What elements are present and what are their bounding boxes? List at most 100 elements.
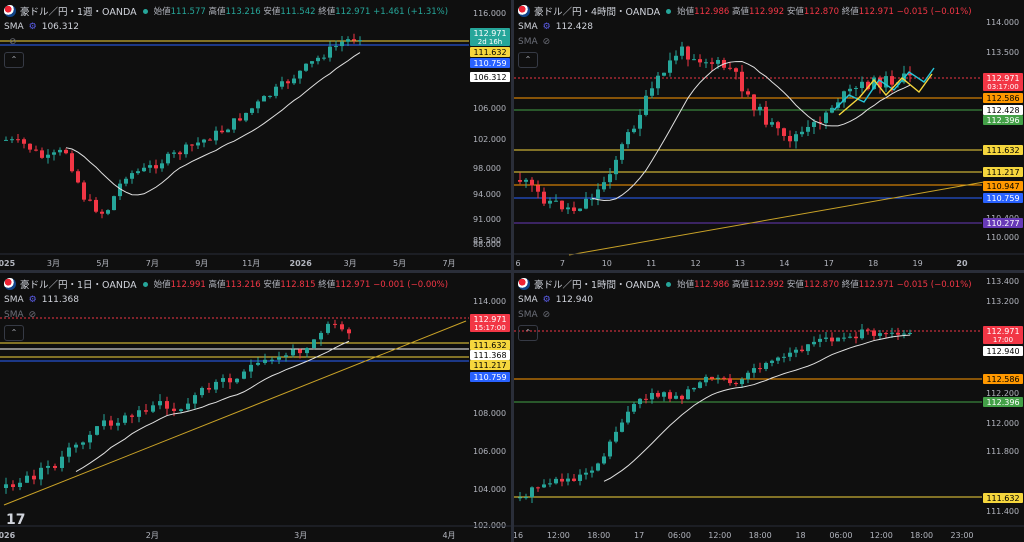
chart-canvas-1h[interactable]: 113.400 113.200 112.200 112.000 111.800 111.4…: [514, 273, 1024, 542]
candle: [728, 378, 732, 384]
candle: [280, 81, 284, 87]
ohlc-readout: 始値111.577 高値113.216 安値111.542 終値112.971 …: [153, 7, 449, 17]
symbol-title[interactable]: 豪ドル／円・1日・OANDA: [20, 280, 137, 291]
candle: [728, 67, 732, 69]
settings-icon[interactable]: ⚙: [542, 22, 551, 32]
candle: [578, 208, 582, 211]
sma-legend[interactable]: SMA ⚙ 111.368: [4, 295, 79, 305]
chart-pane-1h[interactable]: 113.400 113.200 112.200 112.000 111.800 111.4…: [514, 273, 1024, 542]
countdown-label: 17:00: [993, 336, 1013, 344]
price-tag-label: 106.312: [473, 73, 506, 82]
candle: [200, 387, 204, 396]
price-tick-label: 88.000: [473, 240, 501, 249]
visibility-off-icon[interactable]: ⊘: [28, 310, 37, 320]
candle: [710, 62, 714, 64]
candle: [542, 484, 546, 488]
visibility-off-icon[interactable]: ⊘: [9, 37, 17, 47]
candle: [770, 122, 774, 125]
tradingview-logo[interactable]: 17: [6, 512, 26, 528]
sma-legend[interactable]: SMA ⚙ 106.312: [4, 22, 79, 32]
candle: [64, 149, 68, 154]
trend-line: [3, 320, 467, 506]
candle: [154, 165, 158, 169]
price-tag-label: 110.759: [473, 59, 506, 68]
candle: [16, 139, 20, 141]
time-tick-label: 12: [691, 259, 701, 268]
candle: [244, 112, 248, 121]
candle: [136, 171, 140, 174]
sma-line: [65, 52, 361, 196]
candle: [524, 497, 528, 499]
price-tag-label: 111.632: [986, 146, 1019, 155]
candle: [123, 415, 127, 423]
settings-icon[interactable]: ⚙: [542, 295, 551, 305]
countdown-label: 2d 16h: [478, 38, 502, 46]
visibility-off-icon[interactable]: ⊘: [542, 310, 551, 320]
price-tag-label: 112.971: [473, 29, 506, 38]
collapse-legend-button[interactable]: ⌃: [518, 325, 538, 341]
time-tick-label: 18: [795, 531, 805, 540]
candle: [602, 456, 606, 464]
time-tick-label: 12:00: [870, 531, 893, 540]
chart-header: 豪ドル／円・4時間・OANDA 始値112.986 高値112.992 安値11…: [518, 4, 972, 18]
drawing-line: [833, 67, 935, 111]
candle: [58, 149, 62, 153]
time-tick-label: 12:00: [708, 531, 731, 540]
candle: [518, 497, 522, 499]
candle: [130, 415, 134, 417]
candle: [878, 333, 882, 336]
candle: [788, 135, 792, 142]
time-tick-label: 19: [913, 259, 923, 268]
candle: [812, 122, 816, 127]
sma-line: [591, 60, 911, 201]
symbol-title[interactable]: 豪ドル／円・4時間・OANDA: [534, 7, 661, 18]
candle: [102, 420, 106, 427]
chart-canvas-daily[interactable]: 114.000108.000106.000104.000102.00020262…: [0, 273, 511, 542]
chart-pane-4h[interactable]: 114.000113.500112.000110.400110.00067101…: [514, 0, 1024, 270]
time-tick-label: 12:00: [547, 531, 570, 540]
symbol-title[interactable]: 豪ドル／円・1週・OANDA: [20, 7, 137, 18]
chart-pane-weekly[interactable]: 116.000 106.000 102.000 98.000 94.000 91.000 8…: [0, 0, 511, 270]
candle: [656, 392, 660, 397]
sma-legend-hidden[interactable]: SMA ⊘: [518, 37, 551, 47]
symbol-title[interactable]: 豪ドル／円・1時間・OANDA: [534, 280, 661, 291]
candle: [238, 118, 242, 121]
candle: [172, 408, 176, 411]
candle: [764, 106, 768, 125]
candle: [542, 191, 546, 204]
price-tick-label: 111.400: [986, 507, 1019, 516]
collapse-legend-button[interactable]: ⌃: [4, 52, 24, 68]
chart-canvas-weekly[interactable]: 116.000 106.000 102.000 98.000 94.000 91.000 8…: [0, 0, 511, 270]
collapse-legend-button[interactable]: ⌃: [4, 325, 24, 341]
chart-pane-daily[interactable]: 114.000108.000106.000104.000102.00020262…: [0, 273, 511, 542]
pane-divider-horizontal[interactable]: [0, 270, 1024, 273]
chart-canvas-4h[interactable]: 114.000113.500112.000110.400110.00067101…: [514, 0, 1024, 270]
candle: [328, 46, 332, 58]
candle: [890, 76, 894, 85]
sma-legend[interactable]: SMA ⚙ 112.428: [518, 22, 593, 32]
collapse-legend-button[interactable]: ⌃: [518, 52, 538, 68]
sma-legend-hidden[interactable]: ⊘: [4, 37, 17, 47]
candle: [18, 482, 22, 488]
sma-legend-hidden[interactable]: SMA ⊘: [4, 310, 37, 320]
candle: [644, 95, 648, 115]
sma-legend[interactable]: SMA ⚙ 112.940: [518, 295, 593, 305]
market-open-icon: [666, 8, 672, 14]
candle: [305, 347, 309, 354]
candle: [566, 207, 570, 210]
candle: [74, 444, 78, 448]
candle: [668, 60, 672, 73]
candle: [734, 68, 738, 72]
price-axis: [982, 0, 1024, 270]
price-tag-label: 112.971: [986, 74, 1019, 83]
settings-icon[interactable]: ⚙: [28, 22, 37, 32]
sma-legend-hidden[interactable]: SMA ⊘: [518, 310, 551, 320]
visibility-off-icon[interactable]: ⊘: [542, 37, 551, 47]
candle: [40, 150, 44, 158]
price-tag: [470, 47, 510, 57]
candle: [716, 377, 720, 379]
candle: [686, 389, 690, 400]
settings-icon[interactable]: ⚙: [28, 295, 37, 305]
market-open-icon: [666, 281, 672, 287]
price-tag: [983, 374, 1023, 384]
